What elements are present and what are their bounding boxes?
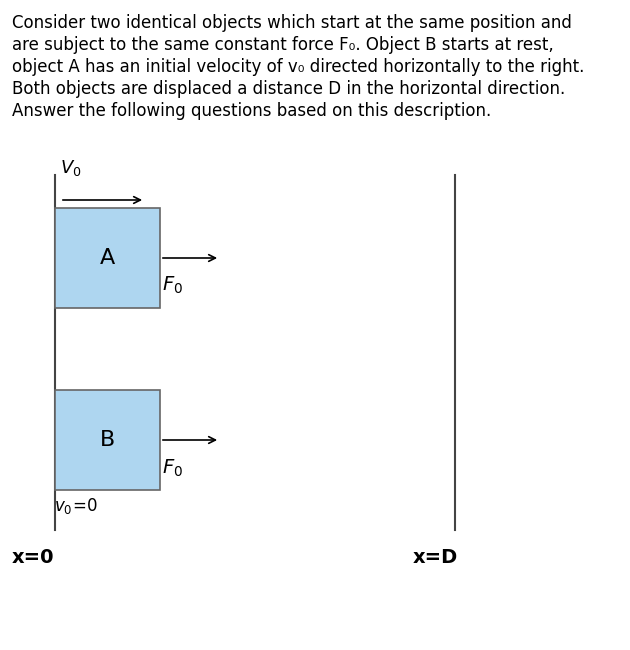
- Text: object A has an initial velocity of v₀ directed horizontally to the right.: object A has an initial velocity of v₀ d…: [12, 58, 585, 76]
- Text: Answer the following questions based on this description.: Answer the following questions based on …: [12, 102, 491, 120]
- Text: Both objects are displaced a distance D in the horizontal direction.: Both objects are displaced a distance D …: [12, 80, 565, 98]
- Text: Consider two identical objects which start at the same position and: Consider two identical objects which sta…: [12, 14, 572, 32]
- Text: x=0: x=0: [12, 548, 55, 567]
- Text: B: B: [100, 430, 115, 450]
- Text: A: A: [100, 248, 115, 268]
- Text: $v_0$$\!=\!0$: $v_0$$\!=\!0$: [54, 496, 98, 516]
- Text: x=D: x=D: [413, 548, 458, 567]
- Text: are subject to the same constant force F₀. Object B starts at rest,: are subject to the same constant force F…: [12, 36, 554, 54]
- Text: $F_0$: $F_0$: [162, 275, 183, 296]
- Bar: [55, 208, 160, 308]
- Text: $V_0$: $V_0$: [60, 158, 81, 178]
- Bar: [55, 390, 160, 490]
- Text: $F_0$: $F_0$: [162, 458, 183, 479]
